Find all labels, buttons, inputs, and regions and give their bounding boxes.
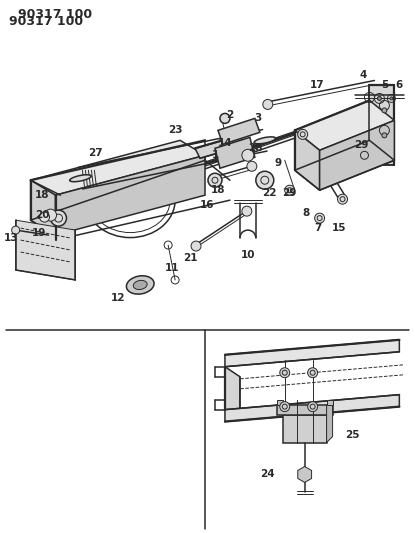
Text: 18: 18 [211, 185, 225, 195]
Text: 5: 5 [381, 80, 388, 91]
Circle shape [315, 213, 325, 223]
Text: 20: 20 [35, 210, 50, 220]
Circle shape [298, 130, 308, 139]
Circle shape [280, 368, 290, 378]
Text: 3: 3 [254, 114, 261, 123]
Text: 11: 11 [165, 263, 179, 273]
Circle shape [382, 108, 387, 113]
Circle shape [390, 97, 393, 100]
Polygon shape [215, 138, 255, 168]
Ellipse shape [70, 175, 91, 182]
Polygon shape [218, 118, 260, 144]
Polygon shape [327, 400, 332, 405]
Text: 90317 100: 90317 100 [9, 15, 83, 28]
Polygon shape [16, 220, 76, 280]
Text: 2: 2 [226, 110, 234, 120]
Circle shape [285, 185, 295, 195]
Circle shape [208, 173, 222, 187]
Polygon shape [225, 394, 399, 422]
Circle shape [377, 96, 381, 100]
Polygon shape [195, 135, 245, 158]
Circle shape [308, 402, 317, 411]
Text: 8: 8 [302, 208, 309, 218]
Text: 9: 9 [274, 158, 281, 168]
Polygon shape [31, 140, 205, 195]
Circle shape [256, 171, 274, 189]
Polygon shape [277, 400, 283, 405]
Circle shape [337, 194, 347, 204]
Text: 6: 6 [396, 80, 403, 91]
Polygon shape [283, 415, 327, 442]
Ellipse shape [127, 276, 154, 294]
Text: 15: 15 [332, 223, 347, 233]
Text: 17: 17 [309, 80, 324, 91]
Text: 27: 27 [88, 148, 103, 158]
Text: 14: 14 [217, 139, 232, 148]
Polygon shape [31, 180, 56, 235]
Circle shape [280, 402, 290, 411]
Text: 12: 12 [111, 293, 126, 303]
Circle shape [12, 226, 20, 234]
Text: 13: 13 [3, 233, 18, 243]
Text: 1: 1 [211, 150, 219, 160]
Polygon shape [327, 405, 332, 442]
Circle shape [44, 209, 56, 221]
Circle shape [242, 206, 252, 216]
Text: 7: 7 [314, 223, 321, 233]
Circle shape [191, 241, 201, 251]
Text: 16: 16 [200, 200, 214, 210]
Polygon shape [225, 367, 240, 419]
Text: 90317 100: 90317 100 [18, 8, 93, 21]
Text: 4: 4 [360, 70, 367, 80]
Text: 28: 28 [249, 143, 263, 154]
Text: 24: 24 [261, 470, 275, 480]
Text: 19: 19 [32, 228, 46, 238]
Text: 10: 10 [241, 250, 255, 260]
Polygon shape [298, 466, 312, 482]
Polygon shape [277, 405, 332, 415]
Polygon shape [225, 340, 399, 367]
Polygon shape [295, 131, 320, 190]
Circle shape [220, 114, 230, 123]
Ellipse shape [133, 280, 147, 289]
Circle shape [242, 149, 254, 161]
Polygon shape [369, 85, 394, 165]
Circle shape [247, 161, 257, 171]
Ellipse shape [254, 137, 276, 144]
Text: 29: 29 [283, 188, 297, 198]
Polygon shape [295, 100, 394, 150]
Text: 25: 25 [345, 430, 360, 440]
Circle shape [382, 133, 387, 138]
Text: 21: 21 [183, 253, 197, 263]
Circle shape [263, 100, 273, 109]
Circle shape [51, 210, 66, 226]
Circle shape [308, 368, 317, 378]
Polygon shape [56, 155, 205, 235]
Text: 23: 23 [168, 125, 182, 135]
Text: 22: 22 [263, 188, 277, 198]
Polygon shape [320, 120, 394, 190]
Text: 18: 18 [35, 190, 50, 200]
Text: 29: 29 [354, 140, 369, 150]
Circle shape [39, 212, 49, 222]
